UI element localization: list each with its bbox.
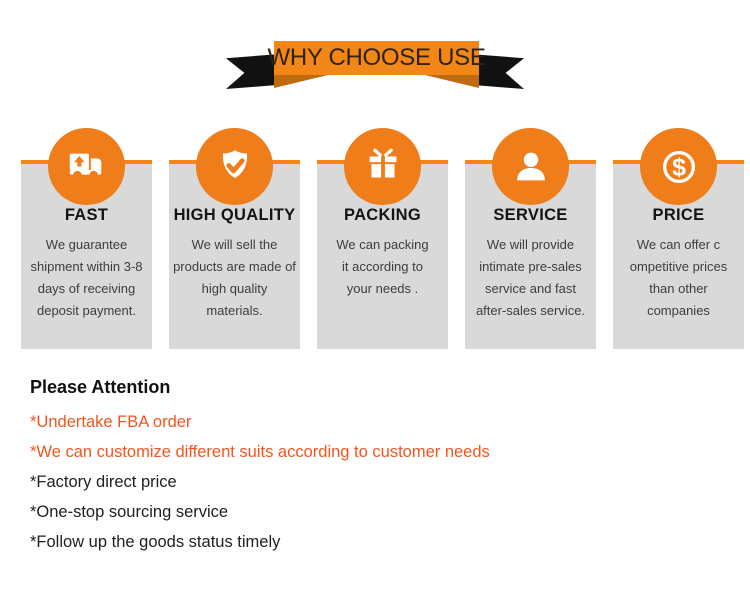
feature-description: We will provide intimate pre-sales servi… bbox=[475, 237, 586, 318]
attention-item: *Undertake FBA order bbox=[30, 413, 192, 431]
feature-card-service: SERVICE We will provide intimate pre-sal… bbox=[465, 128, 596, 349]
attention-item: *Follow up the goods status timely bbox=[30, 533, 281, 551]
attention-item: *Factory direct price bbox=[30, 473, 177, 491]
gift-icon bbox=[344, 128, 421, 205]
feature-title: PACKING bbox=[344, 206, 421, 224]
features-row: FAST We guarantee shipment within 3-8 da… bbox=[21, 128, 744, 349]
ribbon-fold-right-icon bbox=[425, 75, 479, 88]
feature-description: We guarantee shipment within 3-8 days of… bbox=[30, 237, 143, 318]
feature-card-high-quality: HIGH QUALITY We will sell the products a… bbox=[169, 128, 300, 349]
feature-description: We can packing it according to your need… bbox=[336, 237, 429, 296]
feature-title: FAST bbox=[64, 206, 109, 224]
svg-text:$: $ bbox=[672, 153, 686, 181]
attention-item: *One-stop sourcing service bbox=[30, 503, 229, 521]
dollar-icon: $ bbox=[640, 128, 717, 205]
ribbon-fold-left-icon bbox=[274, 75, 328, 88]
feature-card-fast: FAST We guarantee shipment within 3-8 da… bbox=[21, 128, 152, 349]
feature-card-packing: PACKING We can packing it according to y… bbox=[317, 128, 448, 349]
feature-title: SERVICE bbox=[493, 206, 568, 224]
truck-icon bbox=[48, 128, 125, 205]
feature-title: PRICE bbox=[652, 206, 705, 224]
feature-description: We can offer c ompetitive prices than ot… bbox=[629, 237, 728, 318]
person-icon bbox=[492, 128, 569, 205]
banner-title: WHY CHOOSE USE bbox=[267, 41, 486, 75]
feature-description: We will sell the products are made of hi… bbox=[173, 237, 296, 318]
feature-card-price: $ PRICE We can offer c ompetitive prices… bbox=[613, 128, 744, 349]
attention-heading: Please Attention bbox=[30, 377, 171, 397]
attention-section: Please Attention *Undertake FBA order *W… bbox=[30, 377, 490, 557]
feature-title: HIGH QUALITY bbox=[173, 206, 296, 224]
attention-item: *We can customize different suits accord… bbox=[30, 443, 490, 461]
shield-check-icon bbox=[196, 128, 273, 205]
